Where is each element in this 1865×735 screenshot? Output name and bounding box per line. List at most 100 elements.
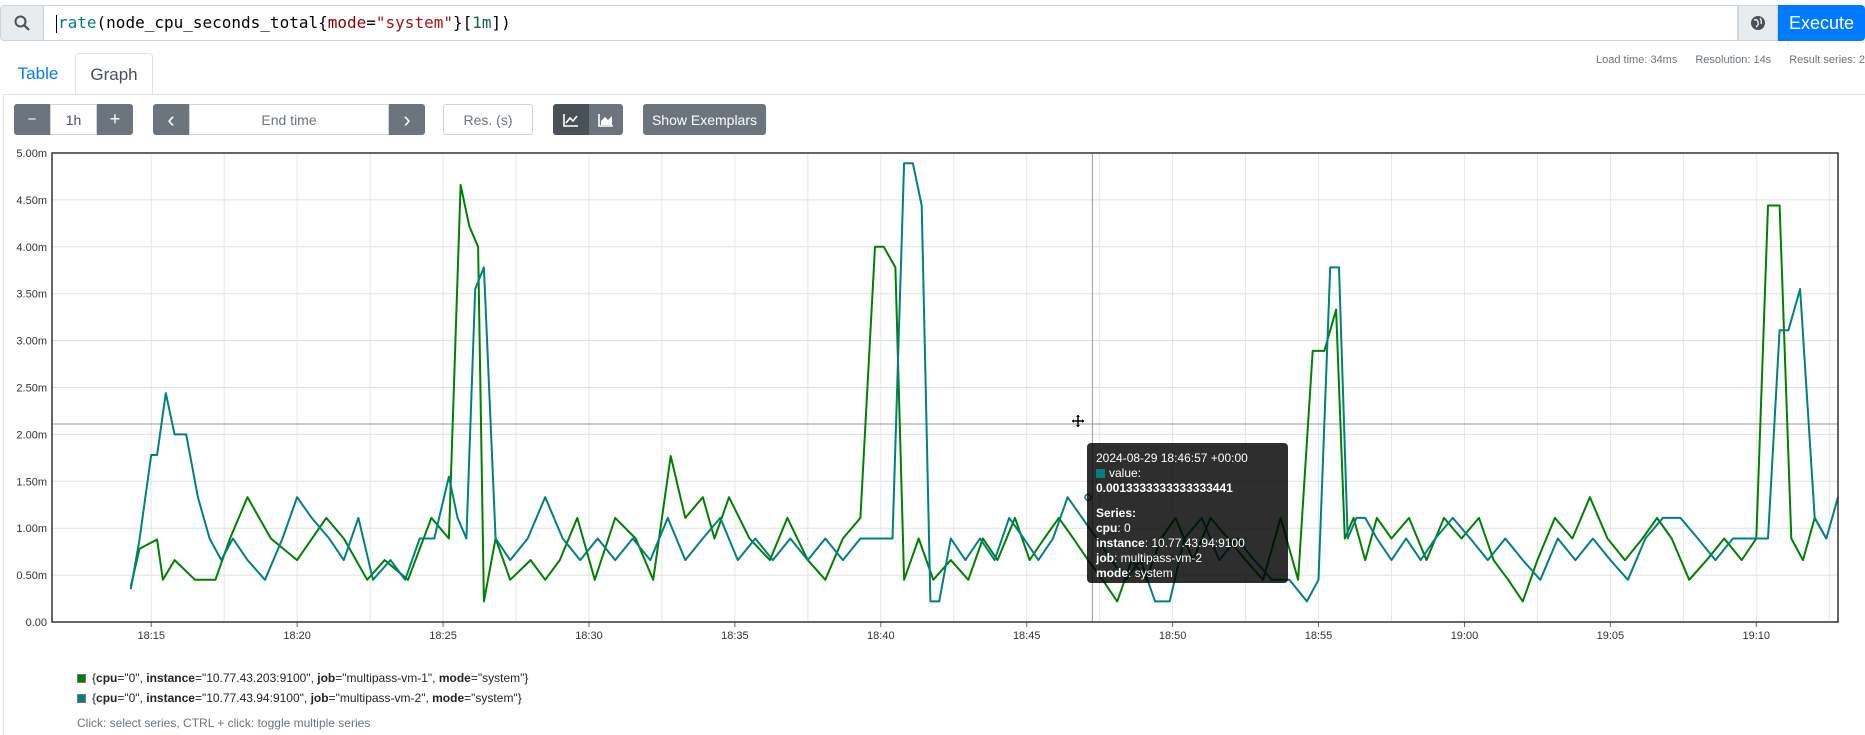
execute-button[interactable]: Execute [1778, 5, 1865, 41]
series-line-1 [129, 183, 1828, 603]
tooltip-series-label: Series: [1096, 506, 1137, 520]
tooltip-value: 0.0013333333333333441 [1096, 481, 1233, 495]
range-input[interactable]: 1h [50, 104, 97, 135]
tooltip-series-swatch [1096, 469, 1105, 478]
tooltip-mode: mode: system [1096, 566, 1173, 580]
legend-val-mode: "system" [477, 671, 525, 685]
expr-equals: = [366, 13, 376, 32]
end-time-forward-button[interactable]: › [389, 104, 425, 135]
tooltip-instance-key: instance [1096, 536, 1145, 550]
query-bar: rate(node_cpu_seconds_total{mode="system… [0, 0, 1865, 44]
legend-key-job: job [310, 691, 329, 705]
range-decrease-button[interactable]: − [14, 104, 50, 135]
range-increase-button[interactable]: + [97, 104, 133, 135]
line-chart-icon [563, 113, 578, 127]
search-icon[interactable] [0, 5, 44, 41]
legend-item[interactable]: {cpu="0", instance="10.77.43.94:9100", j… [77, 688, 528, 708]
query-stats: Load time: 34ms Resolution: 14s Result ser… [1578, 54, 1865, 66]
load-time: Load time: 34ms [1596, 54, 1678, 66]
x-tick-label: 19:00 [1451, 630, 1479, 642]
end-time-back-button[interactable]: ‹ [153, 104, 189, 135]
legend-val-cpu: "0" [124, 691, 140, 705]
series-line-2 [129, 162, 1839, 603]
expr-brace-open: { [318, 13, 328, 32]
y-tick-label: 2.50m [16, 383, 47, 395]
legend-val-cpu: "0" [124, 671, 140, 685]
expr-function: rate [58, 13, 97, 32]
legend-hint: Click: select series, CTRL + click: togg… [77, 716, 371, 730]
x-tick-label: 19:05 [1597, 630, 1625, 642]
legend-label: {cpu="0", instance="10.77.43.203:9100", … [92, 671, 529, 685]
legend-key-instance: instance [146, 691, 195, 705]
legend-item[interactable]: {cpu="0", instance="10.77.43.203:9100", … [77, 668, 528, 688]
move-cursor-icon [1072, 415, 1084, 427]
metrics-explorer-button[interactable] [1738, 5, 1778, 41]
legend-key-cpu: cpu [96, 671, 118, 685]
legend-key-mode: mode [432, 691, 465, 705]
tooltip-job: job: multipass-vm-2 [1096, 551, 1203, 565]
legend-val-instance: "10.77.43.203:9100" [201, 671, 311, 685]
x-tick-label: 18:35 [721, 630, 749, 642]
legend-val-job: "multipass-vm-1" [342, 671, 433, 685]
x-tick-label: 19:10 [1743, 630, 1771, 642]
plot-border [51, 152, 1839, 623]
x-tick-label: 18:40 [867, 630, 895, 642]
tab-graph[interactable]: Graph [75, 53, 153, 95]
expr-paren-open: ( [96, 13, 107, 32]
y-tick-label: 4.00m [16, 242, 47, 254]
y-tick-label: 3.00m [16, 336, 47, 348]
series-legend: {cpu="0", instance="10.77.43.203:9100", … [77, 668, 528, 708]
y-tick-label: 2.00m [16, 429, 47, 441]
tooltip-mode-key: mode [1096, 566, 1129, 580]
expr-close: ]) [491, 13, 511, 32]
tooltip-value-label: value: [1109, 466, 1142, 480]
globe-icon [1751, 16, 1765, 30]
time-series-chart[interactable]: 0.00 0.50m 1.00m 1.50m 2.00m 2.50m 3.00m 3.50m 4… [0, 145, 1865, 645]
tooltip-mode-value: system [1134, 566, 1173, 580]
x-tick-label: 18:50 [1159, 630, 1187, 642]
area-chart-icon [598, 113, 613, 127]
legend-swatch [77, 673, 86, 683]
tooltip-job-value: multipass-vm-2 [1120, 551, 1203, 565]
x-tick-label: 18:15 [137, 630, 165, 642]
y-tick-label: 4.50m [16, 195, 47, 207]
y-tick-label: 1.00m [16, 523, 47, 535]
expr-range: 1m [472, 13, 492, 32]
legend-key-instance: instance [146, 671, 195, 685]
legend-label: {cpu="0", instance="10.77.43.94:9100", j… [92, 691, 522, 705]
legend-key-mode: mode [438, 671, 471, 685]
expression-input[interactable]: rate(node_cpu_seconds_total{mode="system… [44, 5, 1738, 41]
legend-val-instance: "10.77.43.94:9100" [201, 691, 304, 705]
resolution: Resolution: 14s [1695, 54, 1772, 66]
result-series: Result series: 2 [1789, 54, 1865, 66]
show-exemplars-button[interactable]: Show Exemplars [643, 104, 766, 135]
legend-swatch [77, 693, 86, 703]
line-chart-button[interactable] [553, 104, 589, 135]
y-tick-label: 1.50m [16, 476, 47, 488]
x-tick-label: 18:20 [283, 630, 311, 642]
tooltip-time: 2024-08-29 18:46:57 +00:00 [1096, 451, 1248, 465]
x-tick-label: 18:55 [1305, 630, 1333, 642]
tab-table[interactable]: Table [17, 64, 59, 83]
tooltip-instance-value: 10.77.43.94:9100 [1151, 536, 1245, 550]
legend-key-cpu: cpu [96, 691, 118, 705]
text-caret [56, 14, 57, 33]
expr-label-key: mode [327, 13, 367, 32]
graph-panel [3, 94, 1865, 735]
y-tick-label: 5.00m [16, 148, 47, 160]
tooltip-job-key: job [1096, 551, 1114, 565]
expr-brace-close: }[ [452, 13, 473, 32]
x-tick-label: 18:30 [575, 630, 603, 642]
legend-val-job: "multipass-vm-2" [335, 691, 426, 705]
legend-key-job: job [317, 671, 336, 685]
resolution-input[interactable]: Res. (s) [443, 104, 533, 135]
end-time-input[interactable]: End time [189, 104, 389, 135]
legend-val-mode: "system" [471, 691, 518, 705]
expr-metric: node_cpu_seconds_total [106, 13, 319, 32]
x-tick-label: 18:45 [1013, 630, 1041, 642]
tooltip-value-row: value: 0.0013333333333333441 [1096, 466, 1279, 496]
stacked-chart-button[interactable] [589, 104, 623, 135]
tooltip-cpu: cpu: 0 [1096, 521, 1131, 535]
hover-tooltip: 2024-08-29 18:46:57 +00:00 value: 0.0013… [1087, 443, 1288, 583]
y-tick-label: 3.50m [16, 289, 47, 301]
